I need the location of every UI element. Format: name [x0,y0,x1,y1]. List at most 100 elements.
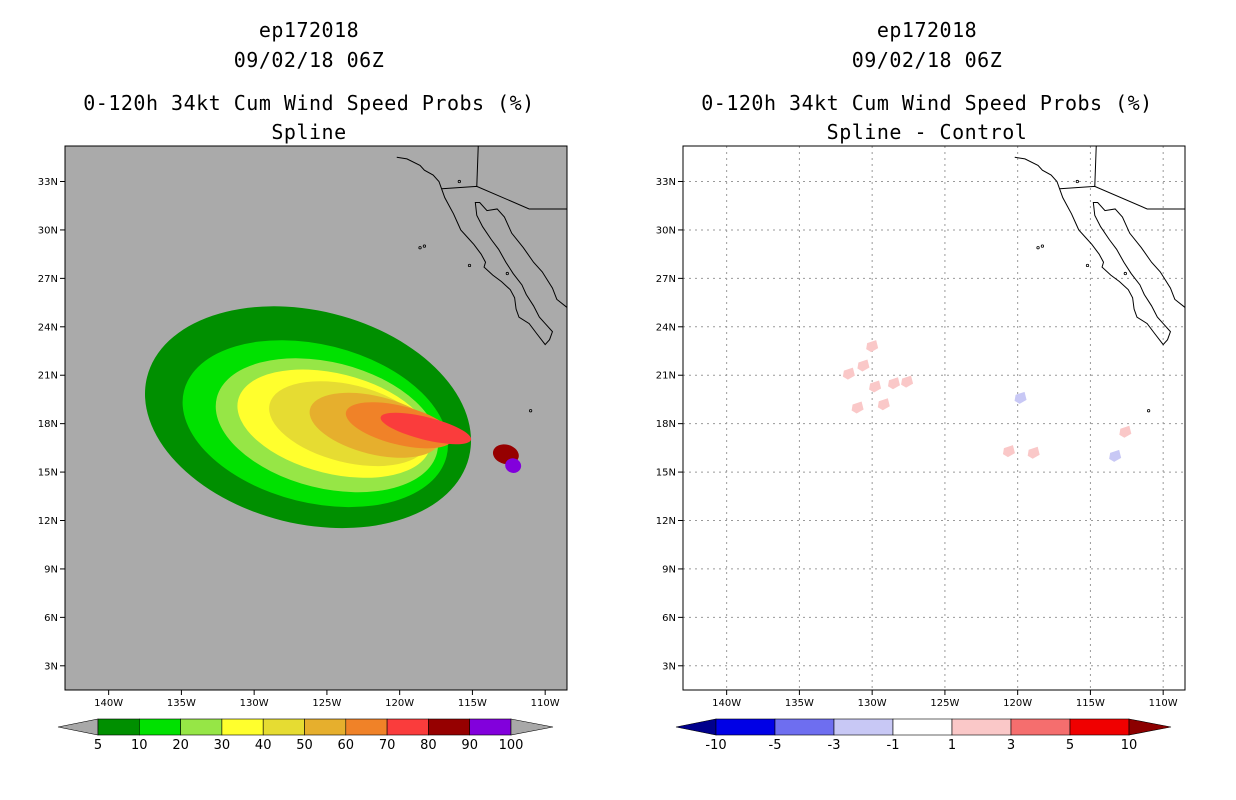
colorbar-label: 30 [214,738,231,753]
y-tick-label: 27N [38,274,58,285]
island [1040,244,1045,248]
x-tick-label: 120W [1003,698,1032,709]
colorbar-label: 60 [338,738,355,753]
island [1085,263,1090,268]
y-tick-label: 21N [38,371,58,382]
coastline [396,156,567,346]
colorbar-bin [892,718,953,736]
y-tick-label: 27N [656,274,676,285]
colorbar-low-arrow [675,718,717,736]
colorbar-label: 80 [420,738,437,753]
anomaly-positive [877,398,890,411]
colorbar-label: 5 [1066,738,1074,753]
left-panel: ep172018 09/02/18 06Z 0-120h 34kt Cum Wi… [38,18,568,753]
colorbar-bin [1069,718,1130,736]
colorbar-low-arrow [57,718,99,736]
right-panel: ep172018 09/02/18 06Z 0-120h 34kt Cum Wi… [618,0,1236,800]
colorbar-high-arrow [1128,718,1172,736]
colorbar-label: 10 [131,738,148,753]
state-border [1094,146,1097,187]
colorbar-label: 10 [1121,738,1138,753]
x-tick-label: 125W [312,698,341,709]
y-tick-label: 30N [656,225,676,236]
island [457,179,461,184]
anomaly-positive [857,359,870,372]
colorbar-bin [428,718,470,736]
island [1123,271,1127,276]
y-tick-label: 3N [662,661,676,672]
right-difference-map: 140W 135W 130W 125W 120W 115W 110W 3N 6N 9N 12N 15N… [656,145,1186,753]
colorbar-label: -10 [705,738,726,753]
island [467,263,472,268]
anomaly-positive [887,377,900,390]
y-tick-label: 21N [656,371,676,382]
colorbar-bin [1010,718,1071,736]
anomaly-positive [869,380,882,393]
anomaly-positive [842,367,855,380]
island [1075,179,1079,184]
colorbar-bin [951,718,1012,736]
colorbar-bin [262,718,305,736]
right-title: 0-120h 34kt Cum Wind Speed Probs (%) [701,91,1153,115]
colorbar-bin [345,718,388,736]
left-subtitle: Spline [271,120,347,144]
colorbar-label: 1 [948,738,956,753]
right-subtitle: Spline - Control [826,120,1028,144]
colorbar-bin [221,718,264,736]
x-tick-label: 125W [930,698,959,709]
y-tick-label: 15N [38,468,58,479]
colorbar-bin [180,718,223,736]
anomaly-positive [866,340,879,353]
colorbar-label: -5 [769,738,782,753]
y-tick-label: 6N [44,613,58,624]
coastline [1014,156,1185,346]
colorbar-label: 3 [1007,738,1015,753]
anomaly-negative [1109,449,1122,462]
x-tick-label: 135W [167,698,196,709]
x-tick-label: 110W [1149,698,1178,709]
x-tick-label: 110W [531,698,560,709]
colorbar-bin [97,718,140,736]
y-tick-label: 9N [662,564,676,575]
y-tick-label: 12N [656,516,676,527]
colorbar-bin [774,718,835,736]
colorbar-label: 20 [172,738,189,753]
island [529,409,533,413]
island [505,271,509,276]
x-tick-label: 130W [858,698,887,709]
y-tick-label: 15N [656,468,676,479]
colorbar-label: 100 [499,738,524,753]
left-probability-map: 140W 135W 130W 125W 120W 115W 110W 3N 6N 9N 12N 15N… [38,145,568,753]
colorbar-bin [139,718,181,736]
y-tick-label: 3N [44,661,58,672]
x-tick-label: 130W [240,698,269,709]
plot-area [144,146,567,529]
right-storm-id: ep172018 [876,18,978,42]
colorbar-label: 90 [461,738,478,753]
plot-frame [682,145,1186,691]
x-tick-label: 140W [712,698,741,709]
y-tick-label: 9N [44,564,58,575]
colorbar-high-arrow [510,718,554,736]
y-tick-label: 12N [38,516,58,527]
colorbar-bin [833,718,894,736]
state-border [476,146,479,187]
right-datetime: 09/02/18 06Z [851,48,1003,72]
y-tick-label: 18N [38,419,58,430]
plot-frame [64,145,568,691]
colorbar-bin [469,718,512,736]
y-tick-label: 30N [38,225,58,236]
plot-area [683,146,1185,690]
country-border [1059,185,1185,210]
y-tick-label: 24N [38,322,58,333]
anomaly-positive [1002,445,1015,458]
colorbar-label: -3 [828,738,841,753]
y-tick-label: 6N [662,613,676,624]
anomaly-positive [851,401,864,414]
y-tick-label: 18N [656,419,676,430]
plot-background [683,146,1185,690]
colorbar-label: -1 [887,738,900,753]
left-datetime: 09/02/18 06Z [233,48,385,72]
colorbar-label: 5 [94,738,102,753]
contour-90 [505,458,522,473]
